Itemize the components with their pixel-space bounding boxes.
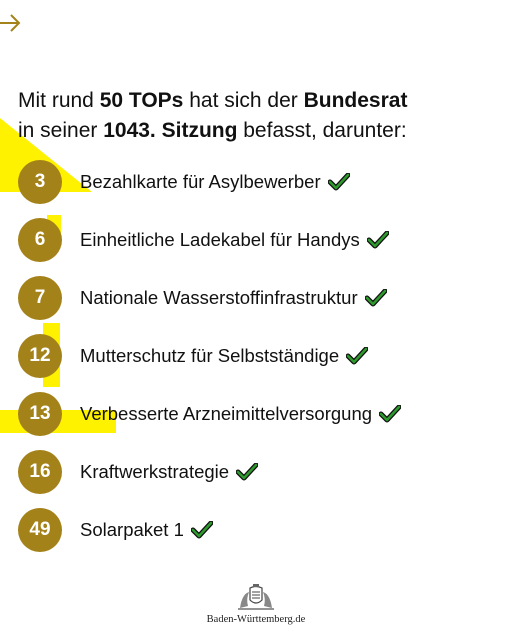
- topic-item: 3 Bezahlkarte für Asylbewerber: [18, 160, 350, 204]
- coat-of-arms-icon: [232, 584, 280, 612]
- topic-number-badge: 12: [18, 334, 62, 378]
- headline-bundesrat: Bundesrat: [304, 89, 408, 112]
- topic-label: Kraftwerkstrategie: [80, 461, 229, 483]
- topic-number-badge: 3: [18, 160, 62, 204]
- topic-item: 13 Verbesserte Arzneimittelversorgung: [18, 392, 401, 436]
- checkmark-icon: [346, 347, 368, 365]
- topic-label: Verbesserte Arzneimittelversorgung: [80, 403, 372, 425]
- checkmark-icon: [236, 463, 258, 481]
- arrow-right-icon[interactable]: [0, 13, 22, 33]
- topic-item: 7 Nationale Wasserstoffinfrastruktur: [18, 276, 387, 320]
- checkmark-icon: [328, 173, 350, 191]
- topic-label: Mutterschutz für Selbstständige: [80, 345, 339, 367]
- topic-label: Einheitliche Ladekabel für Handys: [80, 229, 360, 251]
- topic-item: 12 Mutterschutz für Selbstständige: [18, 334, 368, 378]
- topic-label: Solarpaket 1: [80, 519, 184, 541]
- topic-number-badge: 7: [18, 276, 62, 320]
- footer-link[interactable]: Baden-Württemberg.de: [0, 614, 512, 625]
- checkmark-icon: [379, 405, 401, 423]
- checkmark-icon: [365, 289, 387, 307]
- headline-text: hat sich der: [183, 89, 303, 112]
- topic-number-badge: 16: [18, 450, 62, 494]
- headline-top-count: 50 TOPs: [100, 89, 184, 112]
- topic-number-badge: 13: [18, 392, 62, 436]
- topic-label: Nationale Wasserstoffinfrastruktur: [80, 287, 358, 309]
- headline-text: befasst, darunter:: [237, 119, 406, 142]
- topic-item: 16 Kraftwerkstrategie: [18, 450, 258, 494]
- headline: Mit rund 50 TOPs hat sich der Bundesrat …: [18, 86, 498, 146]
- footer: Baden-Württemberg.de: [0, 584, 512, 625]
- headline-text: in seiner: [18, 119, 103, 142]
- checkmark-icon: [191, 521, 213, 539]
- topic-item: 6 Einheitliche Ladekabel für Handys: [18, 218, 389, 262]
- topic-label: Bezahlkarte für Asylbewerber: [80, 171, 321, 193]
- topic-number-badge: 49: [18, 508, 62, 552]
- topic-number-badge: 6: [18, 218, 62, 262]
- headline-text: Mit rund: [18, 89, 100, 112]
- topic-item: 49 Solarpaket 1: [18, 508, 213, 552]
- headline-session: 1043. Sitzung: [103, 119, 237, 142]
- checkmark-icon: [367, 231, 389, 249]
